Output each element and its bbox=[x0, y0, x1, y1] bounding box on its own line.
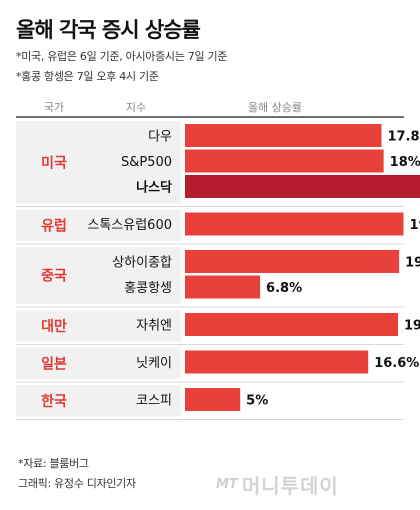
index-label: 닛케이 bbox=[136, 356, 172, 371]
value-label: 19.3% bbox=[404, 319, 420, 334]
chart-title: 올해 각국 증시 상승률 bbox=[16, 18, 201, 42]
graphic-credit: 그래픽: 유정수 디자인기자 bbox=[18, 477, 136, 490]
group-background bbox=[16, 121, 181, 204]
value-label: 18% bbox=[390, 155, 420, 170]
value-label: 16.6% bbox=[374, 356, 419, 371]
index-label: 상하이종합 bbox=[112, 256, 172, 271]
group-background bbox=[16, 385, 181, 417]
index-label: 나스닥 bbox=[136, 180, 172, 196]
bar bbox=[185, 175, 420, 198]
country-label: 중국 bbox=[41, 269, 67, 285]
country-label: 미국 bbox=[41, 155, 67, 171]
bar bbox=[185, 388, 241, 411]
index-label: S&P500 bbox=[121, 155, 172, 170]
index-label: 홍콩항셍 bbox=[124, 281, 172, 296]
group-background bbox=[16, 209, 181, 241]
note-basis-date: *미국, 유럽은 6일 기준, 아시아증시는 7일 기준 bbox=[16, 50, 228, 63]
index-label: 스톡스유럽600 bbox=[87, 218, 172, 233]
value-label: 5% bbox=[246, 394, 268, 409]
index-label: 자취엔 bbox=[136, 319, 172, 334]
country-label: 한국 bbox=[41, 394, 67, 410]
logo-text: 머니투데이 bbox=[241, 474, 339, 498]
bar bbox=[185, 250, 400, 273]
value-label: 19.4% bbox=[405, 256, 420, 271]
value-label: 6.8% bbox=[266, 281, 302, 296]
header-index: 지수 bbox=[126, 101, 146, 114]
publisher-logo: MT 머니투데이 bbox=[216, 470, 339, 499]
bar bbox=[185, 350, 369, 374]
index-label: 다우 bbox=[148, 130, 172, 145]
source-note: *자료: 블룸버그 bbox=[18, 457, 89, 470]
country-label: 대만 bbox=[41, 319, 67, 335]
bar bbox=[185, 124, 382, 147]
value-label: 17.8% bbox=[387, 130, 420, 145]
country-label: 유럽 bbox=[41, 218, 67, 234]
country-label: 일본 bbox=[41, 356, 67, 372]
group-background bbox=[16, 247, 181, 304]
note-hangseng-time: *홍콩 항셍은 7일 오후 4시 기준 bbox=[16, 70, 159, 83]
bar bbox=[185, 275, 261, 299]
bar bbox=[185, 212, 404, 236]
header-change: 올해 상승률 bbox=[248, 100, 302, 114]
header-country: 국가 bbox=[44, 101, 64, 114]
logo-mark: MT bbox=[216, 477, 238, 492]
bar bbox=[185, 149, 384, 173]
bar bbox=[185, 313, 399, 336]
group-background bbox=[16, 310, 181, 342]
group-background bbox=[16, 347, 181, 379]
index-label: 코스피 bbox=[136, 394, 172, 409]
value-label: 19.8% bbox=[410, 218, 420, 233]
